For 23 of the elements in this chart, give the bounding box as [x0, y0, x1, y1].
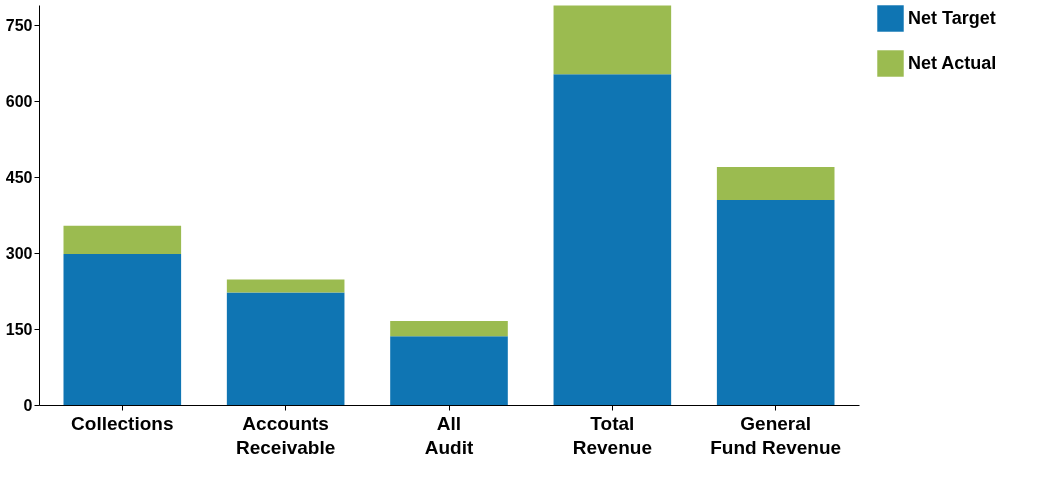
bar [390, 320, 508, 337]
bar [390, 336, 508, 405]
bar [553, 74, 672, 405]
y-tick-label: 0 [23, 396, 33, 414]
y-tick-label: 600 [5, 92, 33, 110]
bar [63, 254, 182, 405]
bar [226, 292, 345, 405]
x-tick-label: Accounts Receivable [236, 412, 336, 458]
legend-label: Net Actual [908, 52, 997, 73]
legend-label: Net Target [908, 7, 996, 28]
y-tick-label: 300 [5, 244, 33, 262]
y-tick-label: 750 [5, 16, 33, 34]
bar [716, 167, 835, 200]
bar [63, 225, 182, 255]
x-tick-label: Total Revenue [572, 412, 652, 458]
bar [716, 199, 835, 405]
y-tick-label: 150 [5, 320, 33, 338]
bar [226, 279, 345, 293]
y-tick-label: 450 [5, 168, 33, 186]
bar [553, 5, 672, 75]
x-tick-label: All Audit [424, 412, 474, 458]
x-tick-label: Collections [71, 412, 174, 434]
x-tick-label: General Fund Revenue [710, 412, 842, 458]
